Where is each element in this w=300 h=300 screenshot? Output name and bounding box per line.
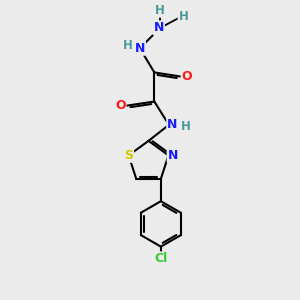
Text: H: H: [178, 10, 188, 23]
Text: O: O: [182, 70, 192, 83]
Text: N: N: [168, 149, 178, 162]
Text: N: N: [167, 118, 178, 131]
Text: N: N: [135, 42, 145, 55]
Text: H: H: [181, 120, 191, 133]
Text: Cl: Cl: [154, 252, 167, 266]
Text: N: N: [154, 21, 164, 34]
Text: H: H: [123, 39, 133, 52]
Text: H: H: [155, 4, 165, 16]
Text: S: S: [124, 149, 133, 162]
Text: O: O: [115, 99, 126, 112]
